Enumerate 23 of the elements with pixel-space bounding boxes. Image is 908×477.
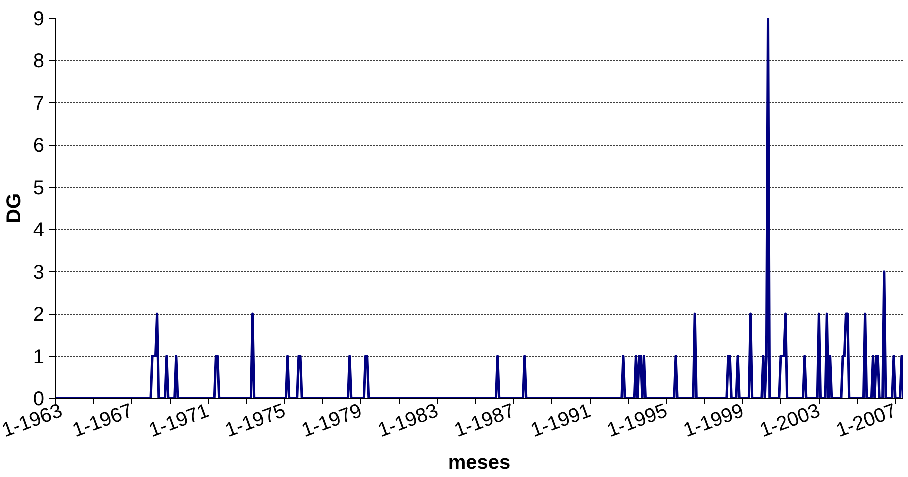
line-series <box>56 18 904 398</box>
x-tick-label: 1-1975 <box>222 400 289 442</box>
x-tick-label: 1-2003 <box>757 400 824 442</box>
x-axis-title: meses <box>448 452 511 474</box>
x-tick-label: 1-1987 <box>452 400 518 442</box>
x-tick-label: 1-1979 <box>299 400 366 442</box>
x-tick-label: 1-1983 <box>375 400 442 442</box>
y-tick-label: 2 <box>33 304 44 326</box>
x-tick-label: 1-1991 <box>528 400 594 442</box>
y-tick-label: 6 <box>33 135 44 158</box>
y-tick-label: 4 <box>33 220 44 242</box>
x-tick-label: 1-2007 <box>834 400 900 442</box>
y-tick-label: 3 <box>33 262 44 284</box>
y-tick-label: 8 <box>33 50 44 73</box>
y-tick-label: 7 <box>33 92 44 115</box>
y-tick-label: 5 <box>33 177 44 200</box>
x-tick-label: 1-1995 <box>604 400 671 442</box>
x-tick-label: 1-1971 <box>146 400 212 442</box>
y-tick-label: 1 <box>33 346 44 368</box>
y-axis-title: DG <box>3 194 26 224</box>
y-tick-label: 9 <box>33 8 44 30</box>
x-tick-label: 1-1999 <box>680 400 747 442</box>
x-tick-label: 1-1967 <box>70 400 136 442</box>
